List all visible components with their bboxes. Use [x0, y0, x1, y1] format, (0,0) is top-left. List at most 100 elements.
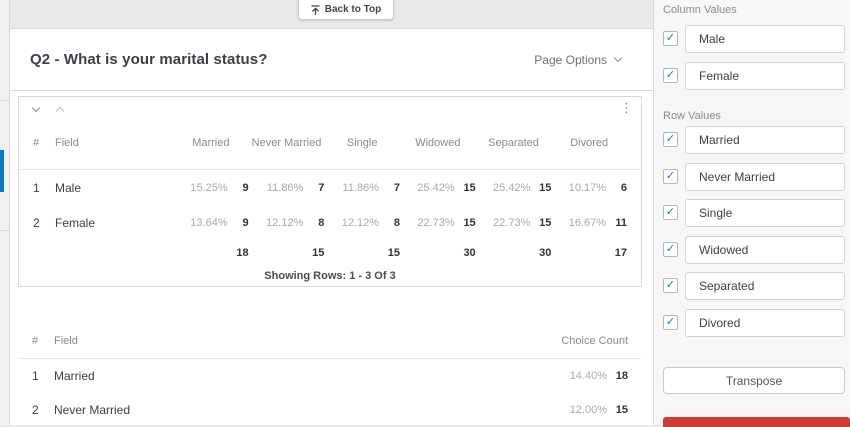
checkbox-never-married[interactable]: ✓ [663, 169, 678, 184]
column-header-field: Field [55, 137, 79, 149]
showing-rows-status: Showing Rows: 1 - 3 Of 3 [264, 270, 396, 282]
row-value-row: ✓ Single [663, 199, 845, 227]
cell-count: 15 [463, 216, 476, 229]
column-value-female[interactable]: Female [685, 62, 845, 90]
divider [19, 358, 641, 359]
crosstab-card-controls [31, 103, 65, 116]
value-label: Single [699, 206, 733, 220]
move-down-icon[interactable] [31, 103, 41, 113]
cell-percent: 13.64% [190, 216, 228, 229]
check-icon: ✓ [665, 32, 676, 44]
row-number: 1 [33, 180, 40, 195]
check-icon: ✓ [665, 206, 676, 218]
cell-percent: 25.42% [493, 181, 531, 194]
arrow-to-top-icon [311, 5, 320, 15]
value-label: Widowed [699, 243, 749, 257]
check-icon: ✓ [665, 316, 676, 328]
row-value-never-married[interactable]: Never Married [685, 163, 845, 191]
checkbox-single[interactable]: ✓ [663, 205, 678, 220]
column-value-male[interactable]: Male [685, 25, 845, 53]
cell-count: 15 [615, 404, 628, 416]
page-title: Q2 - What is your marital status? [30, 51, 268, 68]
cell-count: 18 [615, 370, 628, 382]
column-header-num: # [32, 334, 39, 347]
column-header-choice-count: Choice Count [561, 334, 628, 347]
transpose-button[interactable]: Transpose [663, 367, 845, 394]
minimap-strip[interactable] [0, 0, 10, 425]
cell-percent: 14.40% [569, 370, 607, 382]
cell-percent: 11.86% [266, 181, 304, 194]
question-header: Q2 - What is your marital status? Page O… [10, 29, 653, 91]
minimap-divider [0, 230, 9, 231]
scroll-position-indicator[interactable] [0, 150, 4, 192]
cell-count: 7 [318, 181, 325, 194]
total-count: 18 [236, 247, 249, 259]
column-header-field: Field [54, 334, 78, 347]
cell-percent: 22.73% [417, 216, 455, 229]
row-value-row: ✓ Married [663, 126, 845, 154]
column-value-row: ✓ Female [663, 62, 845, 90]
move-up-icon[interactable] [55, 106, 65, 116]
table-row: 2 Female 13.64% 9 12.12% 8 12.12% 8 22.73% 1… [19, 205, 641, 240]
column-header: Never Married [251, 136, 322, 149]
table-row: 1 Married 14.40% 18 [18, 359, 642, 393]
total-count: 15 [312, 247, 325, 259]
page-options-label: Page Options [534, 52, 607, 67]
column-header: Separated [488, 136, 539, 149]
danger-button-partial[interactable] [663, 417, 850, 427]
kebab-menu-icon[interactable]: ⋮ [620, 100, 633, 115]
cell-percent: 15.25% [190, 181, 228, 194]
column-values-label: Column Values [663, 4, 737, 16]
cell-percent: 10.17% [568, 181, 607, 194]
checkbox-separated[interactable]: ✓ [663, 278, 678, 293]
row-value-widowed[interactable]: Widowed [685, 236, 845, 264]
cell-percent: 12.00% [569, 404, 607, 416]
row-value-row: ✓ Separated [663, 272, 845, 300]
row-field: Male [55, 180, 82, 195]
totals-row: 18 15 15 30 30 17 [19, 240, 641, 266]
column-header: Widowed [415, 136, 461, 149]
chevron-down-icon [613, 53, 623, 63]
total-count: 30 [539, 247, 552, 259]
value-label: Male [699, 32, 726, 46]
row-value-row: ✓ Widowed [663, 236, 845, 264]
checkbox-male[interactable]: ✓ [663, 31, 678, 46]
main-content-panel: Q2 - What is your marital status? Page O… [10, 28, 653, 425]
divider [20, 169, 640, 170]
cell-percent: 12.12% [341, 216, 380, 229]
check-icon: ✓ [665, 133, 676, 145]
checkbox-divored[interactable]: ✓ [663, 315, 678, 330]
cell-percent: 22.73% [493, 216, 531, 229]
row-value-separated[interactable]: Separated [685, 272, 845, 300]
checkbox-widowed[interactable]: ✓ [663, 242, 678, 257]
checkbox-female[interactable]: ✓ [663, 68, 678, 83]
checkbox-married[interactable]: ✓ [663, 132, 678, 147]
back-to-top-button[interactable]: Back to Top [298, 0, 394, 20]
cell-percent: 25.42% [417, 181, 455, 194]
crosstab-header-row: # Field Married Never Married Single Wid… [19, 97, 641, 169]
row-number: 1 [32, 369, 39, 383]
row-value-married[interactable]: Married [685, 126, 845, 154]
cell-count: 7 [393, 181, 401, 194]
crosstab-settings-sidebar: Column Values ✓ Male ✓ Female Row Values… [653, 0, 850, 427]
row-value-divored[interactable]: Divored [685, 309, 845, 337]
table-row: 2 Never Married 12.00% 15 [18, 393, 642, 427]
crosstab-card: ⋮ # Field Married Never Married Single W… [18, 96, 642, 287]
check-icon: ✓ [665, 279, 676, 291]
page-options-button[interactable]: Page Options [534, 53, 633, 67]
column-header: Single [346, 136, 378, 149]
value-label: Never Married [699, 170, 776, 184]
table-row: 1 Male 15.25% 9 11.86% 7 11.86% 7 25.42% 15 … [19, 170, 641, 205]
cell-count: 9 [242, 216, 249, 229]
cell-count: 8 [393, 216, 401, 229]
row-value-single[interactable]: Single [685, 199, 845, 227]
row-field: Married [54, 369, 95, 383]
total-count: 15 [387, 247, 401, 259]
check-icon: ✓ [665, 243, 676, 255]
cell-count: 15 [539, 181, 552, 194]
row-value-row: ✓ Divored [663, 309, 845, 337]
cell-count: 9 [242, 181, 249, 194]
row-field: Never Married [54, 403, 131, 417]
check-icon: ✓ [665, 170, 676, 182]
row-number: 2 [32, 403, 39, 417]
